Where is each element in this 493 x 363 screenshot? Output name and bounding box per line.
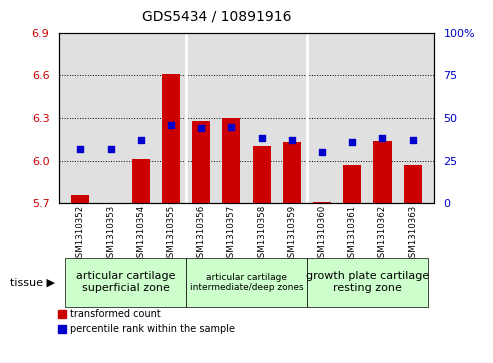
Point [137,137,144,143]
Point [258,135,266,141]
Bar [343,165,361,203]
Bar [313,202,331,203]
Bar [132,159,150,203]
Legend: transformed count, percentile rank within the sample: transformed count, percentile rank withi… [54,306,239,338]
Bar [192,121,210,203]
Point [197,125,205,131]
Point [106,146,114,152]
Point [167,122,175,128]
Point [379,135,387,141]
Text: growth plate cartilage
resting zone: growth plate cartilage resting zone [306,272,429,293]
Text: tissue ▶: tissue ▶ [10,277,55,287]
Bar [252,146,271,203]
Point [349,139,356,145]
Bar [71,195,89,203]
Point [409,137,417,143]
Point [76,146,84,152]
Point [227,123,235,129]
Bar [162,74,180,203]
Text: articular cartilage
superficial zone: articular cartilage superficial zone [76,272,176,293]
Point [288,137,296,143]
Bar [283,142,301,203]
Point [318,149,326,155]
Bar [404,165,422,203]
Text: GDS5434 / 10891916: GDS5434 / 10891916 [142,9,292,23]
Bar [222,118,241,203]
Text: articular cartilage
intermediate/deep zones: articular cartilage intermediate/deep zo… [190,273,303,292]
Bar [373,141,391,203]
